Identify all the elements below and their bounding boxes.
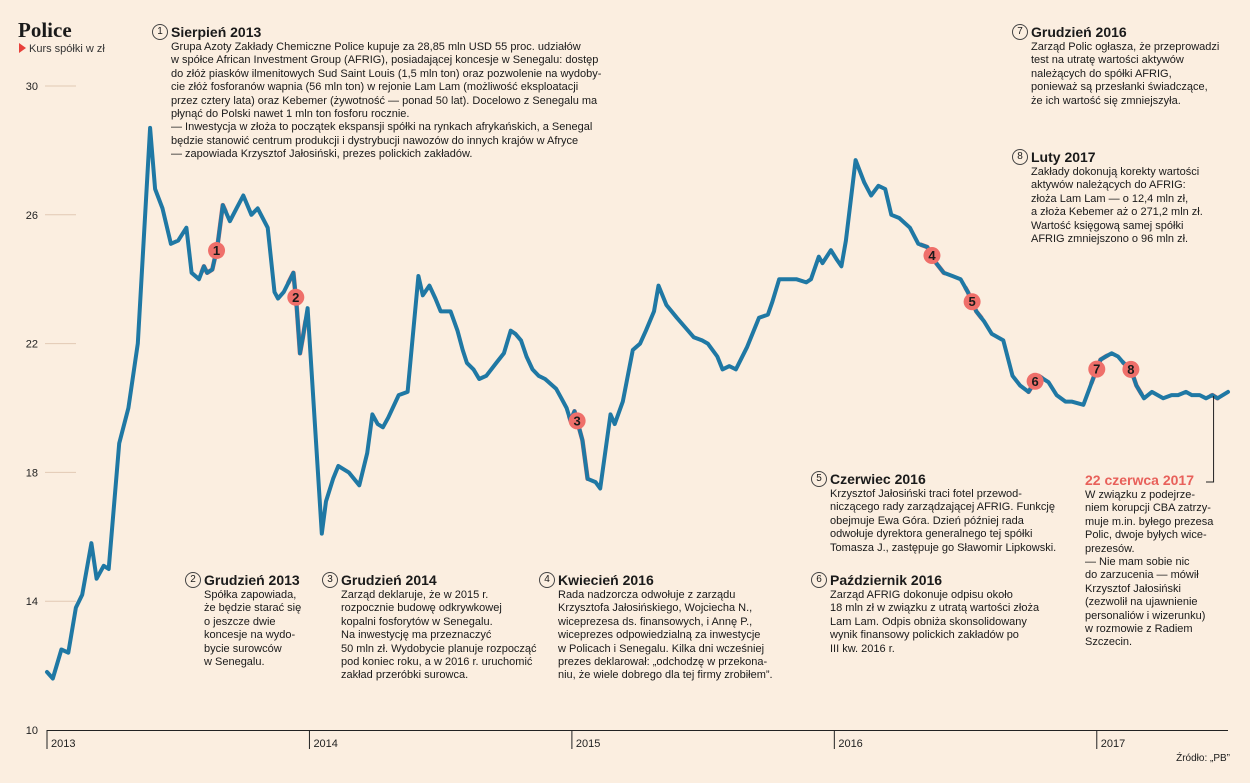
event-marker-label: 2 — [292, 290, 299, 305]
y-tick-label: 18 — [26, 467, 38, 479]
annotation-heading: Grudzień 2016 — [1031, 24, 1127, 40]
triangle-icon — [19, 43, 26, 53]
annotation-6: 6 Październik 2016 Zarząd AFRIG dokonuje … — [811, 572, 1050, 656]
chart-subtitle: Kurs spółki w zł — [19, 43, 105, 55]
annotation-number: 3 — [322, 572, 338, 588]
x-tick-label: 2015 — [576, 738, 600, 750]
event-marker-label: 8 — [1127, 362, 1134, 377]
annotation-heading: Sierpień 2013 — [171, 24, 262, 40]
annotation-1: 1 Sierpień 2013 Grupa Azoty Zakłady Chemi… — [152, 24, 631, 162]
grid-lines — [45, 85, 76, 602]
annotation-number: 5 — [811, 471, 827, 487]
annotation-arrest: 22 czerwca 2017 W związku z podejrze- ni… — [1085, 472, 1235, 650]
y-tick-label: 30 — [26, 81, 38, 93]
event-marker — [1122, 360, 1140, 378]
source-note: Źródło: „PB” — [1176, 753, 1230, 764]
annotation-body: Spółka zapowiada, że będzie starać się o… — [204, 589, 302, 669]
y-tick-label: 10 — [26, 725, 38, 737]
event-marker-label: 7 — [1093, 362, 1100, 377]
annotation-number: 2 — [185, 572, 201, 588]
event-marker — [287, 288, 305, 306]
y-tick-label: 22 — [26, 339, 38, 351]
event-marker — [1088, 360, 1106, 378]
event-marker-label: 1 — [213, 243, 220, 258]
annotation-heading: Czerwiec 2016 — [830, 471, 926, 487]
annotation-heading: Grudzień 2014 — [341, 572, 437, 588]
annotation-5: 5 Czerwiec 2016 Krzysztof Jałosiński trac… — [811, 471, 1075, 555]
annotation-body: Rada nadzorcza odwołuje z zarządu Krzysz… — [558, 589, 773, 682]
annotation-number: 1 — [152, 24, 168, 40]
annotation-body: Krzysztof Jałosiński traci fotel przewod… — [830, 488, 1057, 554]
event-marker-label: 6 — [1031, 374, 1038, 389]
page-title: Police — [18, 18, 72, 42]
y-tick-label: 26 — [26, 210, 38, 222]
event-marker-label: 3 — [574, 413, 581, 428]
annotation-8: 8 Luty 2017 Zakłady dokonują korekty wart… — [1012, 149, 1241, 246]
annotation-body: Zarząd AFRIG dokonuje odpisu około 18 ml… — [830, 589, 1040, 655]
annotation-number: 7 — [1012, 24, 1028, 40]
annotation-7: 7 Grudzień 2016 Zarząd Polic ogłasza, że … — [1012, 24, 1241, 108]
annotation-heading: Październik 2016 — [830, 572, 943, 588]
x-tick-label: 2016 — [838, 738, 862, 750]
annotation-body: Zakłady dokonują korekty wartości aktywó… — [1031, 166, 1203, 246]
event-markers: 1 2 3 4 5 6 7 8 — [208, 242, 1215, 483]
event-marker — [1026, 372, 1044, 390]
event-marker — [923, 247, 941, 265]
annotation-body: W związku z podejrze- niem korupcji CBA … — [1085, 489, 1214, 649]
event-marker — [963, 293, 981, 311]
event-marker — [568, 412, 586, 430]
annotation-number: 8 — [1012, 149, 1028, 165]
annotation-2: 2 Grudzień 2013 Spółka zapowiada, że będz… — [185, 572, 324, 669]
annotation-4: 4 Kwiecień 2016 Rada nadzorcza odwołuje z… — [539, 572, 798, 683]
annotation-body: Grupa Azoty Zakłady Chemiczne Police kup… — [171, 41, 602, 161]
event-marker-label: 5 — [968, 294, 975, 309]
annotation-heading: Luty 2017 — [1031, 149, 1096, 165]
annotation-body: Zarząd Polic ogłasza, że przeprowadzi te… — [1031, 41, 1220, 107]
event-marker — [208, 242, 226, 260]
annotation-number: 4 — [539, 572, 555, 588]
annotation-3: 3 Grudzień 2014 Zarząd deklaruje, że w 20… — [322, 572, 556, 683]
price-line-layer — [45, 125, 1230, 681]
annotation-body: Zarząd deklaruje, że w 2015 r. rozpoczni… — [341, 589, 537, 682]
annotation-heading: Kwiecień 2016 — [558, 572, 654, 588]
price-line — [45, 125, 1230, 681]
x-tick-label: 2014 — [313, 738, 337, 750]
arrest-callout-line — [1206, 395, 1215, 483]
y-tick-label: 14 — [26, 596, 38, 608]
annotation-heading: Grudzień 2013 — [204, 572, 300, 588]
x-tick-label: 2013 — [51, 738, 75, 750]
annotation-number: 6 — [811, 572, 827, 588]
event-marker-label: 4 — [928, 248, 936, 263]
annotation-heading: 22 czerwca 2017 — [1085, 472, 1194, 488]
subtitle-text: Kurs spółki w zł — [29, 43, 105, 55]
x-tick-label: 2017 — [1101, 738, 1125, 750]
